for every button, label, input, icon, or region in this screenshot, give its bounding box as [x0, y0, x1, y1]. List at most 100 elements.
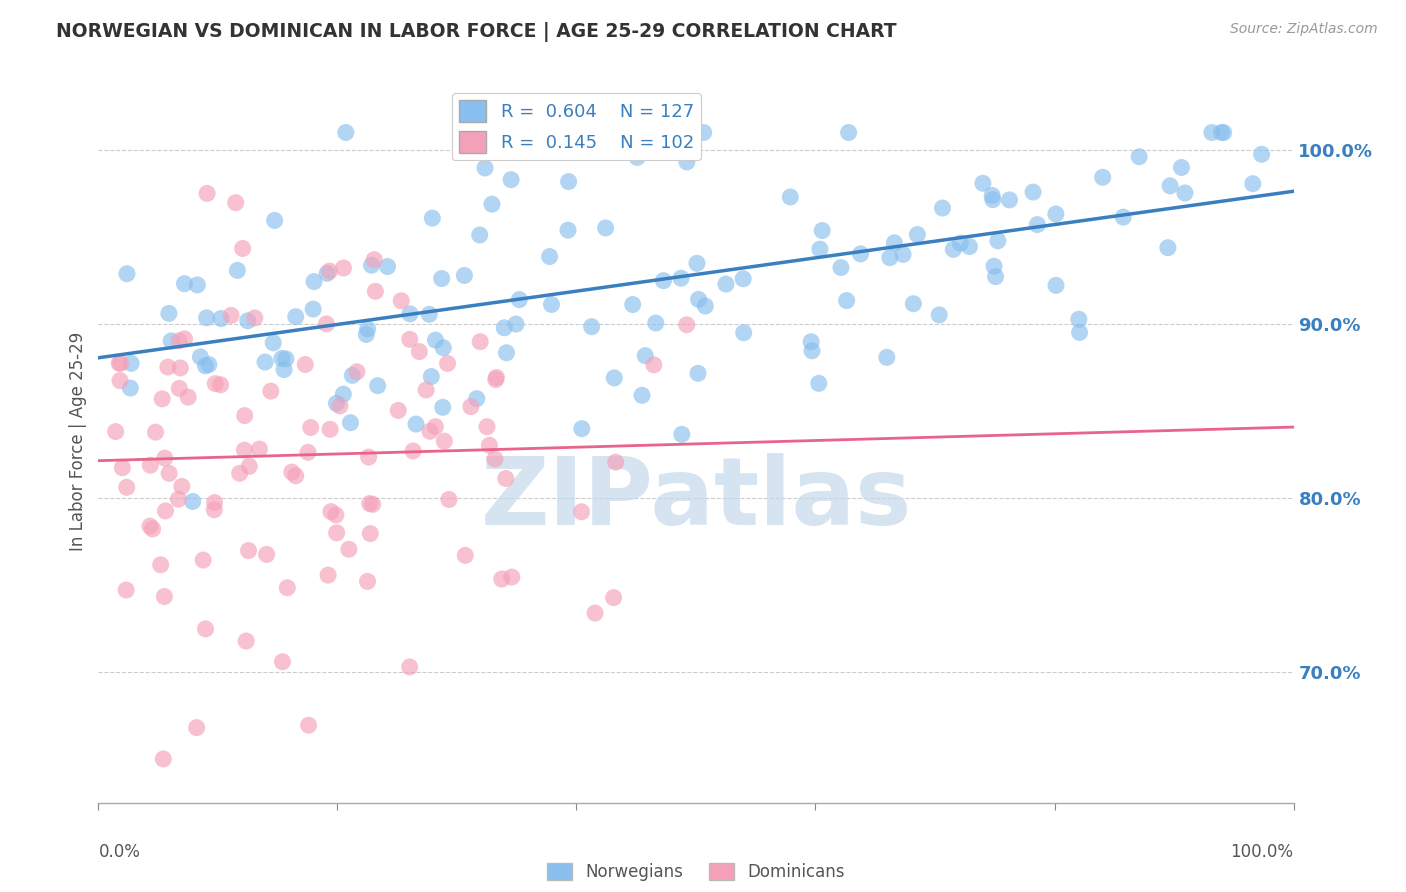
Point — [202, 502, 225, 516]
Point — [557, 223, 579, 237]
Point — [284, 468, 307, 483]
Point — [425, 333, 447, 347]
Point — [337, 542, 360, 557]
Point — [1159, 178, 1181, 193]
Point — [167, 492, 190, 507]
Point — [153, 451, 176, 466]
Point — [194, 622, 217, 636]
Point — [389, 293, 412, 308]
Point — [634, 349, 657, 363]
Point — [325, 508, 347, 522]
Point — [652, 274, 675, 288]
Point — [931, 201, 953, 215]
Point — [849, 247, 872, 261]
Point — [1067, 312, 1090, 326]
Point — [485, 373, 508, 387]
Point — [433, 434, 456, 449]
Point — [364, 285, 387, 299]
Point — [432, 341, 454, 355]
Point — [181, 494, 204, 508]
Point — [942, 243, 965, 257]
Point — [318, 264, 340, 278]
Point — [1211, 126, 1233, 140]
Point — [226, 263, 249, 277]
Point — [104, 425, 127, 439]
Point — [157, 467, 180, 481]
Point — [468, 227, 491, 242]
Point — [830, 260, 852, 275]
Point — [1170, 161, 1192, 175]
Point — [194, 359, 217, 373]
Legend: Norwegians, Dominicans: Norwegians, Dominicans — [541, 856, 851, 888]
Point — [1045, 207, 1067, 221]
Point — [377, 260, 399, 274]
Point — [209, 377, 232, 392]
Point — [983, 259, 1005, 273]
Point — [485, 370, 508, 384]
Point — [256, 548, 278, 562]
Point — [219, 309, 242, 323]
Point — [495, 471, 517, 485]
Point — [359, 497, 381, 511]
Point — [160, 334, 183, 348]
Point — [356, 327, 378, 342]
Point — [669, 271, 692, 285]
Point — [110, 356, 132, 370]
Point — [631, 388, 654, 402]
Point — [692, 126, 714, 140]
Point — [276, 581, 298, 595]
Point — [198, 358, 221, 372]
Point — [959, 239, 981, 253]
Point — [779, 190, 801, 204]
Point — [470, 334, 492, 349]
Point — [420, 211, 443, 226]
Point — [284, 310, 307, 324]
Point — [981, 193, 1004, 207]
Point — [905, 227, 928, 242]
Point — [972, 176, 994, 190]
Point — [190, 350, 212, 364]
Point — [681, 146, 703, 161]
Point — [495, 345, 517, 359]
Point — [460, 400, 482, 414]
Point — [499, 172, 522, 186]
Y-axis label: In Labor Force | Age 25-29: In Labor Force | Age 25-29 — [69, 332, 87, 551]
Point — [363, 252, 385, 267]
Point — [120, 356, 142, 370]
Point — [676, 155, 699, 169]
Point — [430, 271, 453, 285]
Point — [149, 558, 172, 572]
Point — [987, 234, 1010, 248]
Point — [204, 376, 226, 391]
Point — [538, 250, 561, 264]
Point — [808, 242, 831, 256]
Point — [903, 297, 925, 311]
Point — [399, 307, 422, 321]
Point — [195, 310, 218, 325]
Point — [686, 366, 709, 380]
Point — [339, 416, 361, 430]
Point — [695, 299, 717, 313]
Point — [408, 344, 430, 359]
Point — [120, 381, 142, 395]
Point — [225, 195, 247, 210]
Point — [139, 519, 162, 533]
Point — [688, 293, 710, 307]
Text: Source: ZipAtlas.com: Source: ZipAtlas.com — [1230, 22, 1378, 37]
Point — [169, 361, 191, 376]
Point — [419, 425, 441, 439]
Point — [228, 467, 250, 481]
Point — [835, 293, 858, 308]
Point — [235, 634, 257, 648]
Point — [332, 387, 354, 401]
Point — [475, 419, 498, 434]
Point — [142, 522, 165, 536]
Point — [173, 332, 195, 346]
Point — [621, 297, 644, 311]
Point — [644, 316, 666, 330]
Point — [238, 543, 260, 558]
Point — [508, 293, 530, 307]
Point — [1250, 147, 1272, 161]
Point — [1045, 278, 1067, 293]
Point — [325, 525, 347, 540]
